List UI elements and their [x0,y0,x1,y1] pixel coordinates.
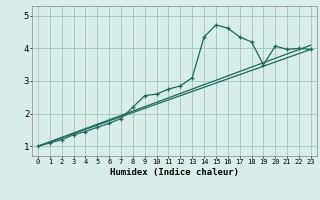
X-axis label: Humidex (Indice chaleur): Humidex (Indice chaleur) [110,168,239,177]
